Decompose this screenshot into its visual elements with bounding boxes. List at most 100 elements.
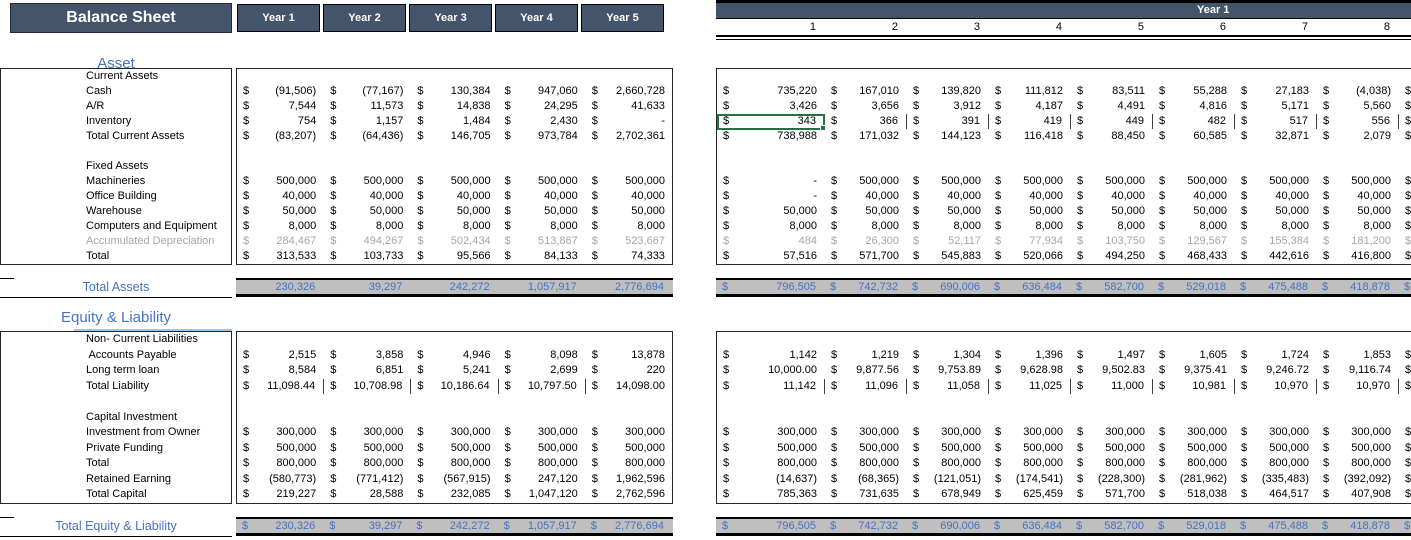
cell[interactable]: $50,000 (330, 205, 404, 217)
cell[interactable]: $2,762,596 (591, 488, 665, 501)
cell[interactable]: $11,142 (717, 378, 825, 395)
cell[interactable]: $103,733 (330, 250, 404, 262)
cell[interactable]: $3,912 (913, 100, 981, 112)
cell[interactable]: $3,426 (723, 100, 817, 112)
cell[interactable]: $ (1405, 175, 1411, 187)
cell[interactable]: $ (1405, 235, 1411, 247)
cell[interactable]: $284,467 (243, 235, 317, 247)
cell[interactable]: $464,517 (1241, 488, 1309, 501)
cell[interactable]: $ (68,365) (831, 472, 899, 485)
cell[interactable]: $220 (591, 364, 665, 377)
cell[interactable]: $300,000 (330, 426, 404, 439)
total-cell[interactable]: $636,484 (994, 281, 1062, 293)
cell[interactable]: $40,000 (330, 190, 404, 202)
cell[interactable]: $517 (1235, 114, 1317, 129)
cell[interactable]: $ - (591, 115, 665, 127)
cell[interactable]: $9,375.41 (1159, 364, 1227, 377)
cell[interactable]: $28,588 (330, 488, 404, 501)
cell[interactable]: $523,667 (591, 235, 665, 247)
cell[interactable]: $26,300 (831, 235, 899, 247)
cell[interactable]: $130,384 (417, 85, 491, 97)
cell[interactable]: $10,000.00 (723, 364, 817, 377)
cell[interactable]: $8,000 (1159, 220, 1227, 232)
cell[interactable]: $ (1405, 130, 1411, 142)
cell[interactable]: $ (14,637) (723, 472, 817, 485)
cell[interactable]: $800,000 (1241, 457, 1309, 470)
row-label[interactable]: Total Current Assets (86, 130, 185, 142)
cell[interactable]: $5,241 (417, 364, 491, 377)
cell[interactable]: $77,934 (995, 235, 1063, 247)
cell[interactable]: $500,000 (1077, 441, 1145, 454)
total-cell[interactable]: $2,776,694 (590, 520, 664, 532)
row-label[interactable]: Computers and Equipment (86, 220, 217, 232)
year-header[interactable]: Year 5 (581, 4, 664, 32)
cell[interactable]: $2,079 (1323, 130, 1391, 142)
cell[interactable]: $800,000 (1077, 457, 1145, 470)
cell[interactable]: $ (1405, 205, 1411, 217)
cell[interactable]: $5,560 (1323, 100, 1391, 112)
cell[interactable]: $500,000 (243, 441, 317, 454)
cell[interactable]: $171,032 (831, 130, 899, 142)
cell[interactable]: $678,949 (913, 488, 981, 501)
cell[interactable]: $55,288 (1159, 85, 1227, 97)
cell[interactable]: $500,000 (1159, 175, 1227, 187)
cell[interactable]: $1,724 (1241, 348, 1309, 361)
cell[interactable]: $1,219 (831, 348, 899, 361)
cell[interactable]: $500,000 (995, 175, 1063, 187)
cell[interactable]: $103,750 (1077, 235, 1145, 247)
cell[interactable]: $800,000 (995, 457, 1063, 470)
cell[interactable]: $520,066 (995, 250, 1063, 262)
row-label[interactable]: Total (86, 457, 110, 470)
cell[interactable]: $1,047,120 (504, 488, 578, 501)
cell[interactable]: $8,000 (1241, 220, 1309, 232)
cell[interactable]: $9,502.83 (1077, 364, 1145, 377)
cell[interactable]: $167,010 (831, 85, 899, 97)
cell[interactable]: $731,635 (831, 488, 899, 501)
cell[interactable]: $785,363 (723, 488, 817, 501)
month-header[interactable]: 3 (973, 21, 980, 33)
cell[interactable]: $88,450 (1077, 130, 1145, 142)
cell[interactable]: $50,000 (591, 205, 665, 217)
cell[interactable]: $ (1405, 100, 1411, 112)
year-header[interactable]: Year 1 (237, 4, 320, 32)
month-header[interactable]: 2 (891, 21, 898, 33)
cell[interactable]: $500,000 (1241, 441, 1309, 454)
cell[interactable]: $1,484 (417, 115, 491, 127)
cell[interactable]: $545,883 (913, 250, 981, 262)
cell[interactable]: $1,497 (1077, 348, 1145, 361)
cell[interactable]: $500,000 (504, 441, 578, 454)
cell[interactable]: $8,584 (243, 364, 317, 377)
cell[interactable]: $50,000 (1241, 205, 1309, 217)
cell[interactable]: $735,220 (723, 85, 817, 97)
cell[interactable]: $ (1405, 115, 1411, 127)
cell[interactable]: $52,117 (913, 235, 981, 247)
cell[interactable]: $300,000 (417, 426, 491, 439)
cell[interactable]: $500,000 (913, 175, 981, 187)
cell[interactable]: $502,434 (417, 235, 491, 247)
cell[interactable]: $500,000 (330, 175, 404, 187)
cell[interactable]: $ (392,092) (1323, 472, 1391, 485)
cell[interactable]: $973,784 (504, 130, 578, 142)
total-cell[interactable]: 39,297 (368, 281, 403, 293)
cell[interactable]: $500,000 (417, 175, 491, 187)
cell[interactable]: $500,000 (1241, 175, 1309, 187)
total-cell[interactable]: $742,732 (830, 520, 898, 532)
cell[interactable]: $50,000 (723, 205, 817, 217)
cell[interactable]: $50,000 (1323, 205, 1391, 217)
total-cell[interactable]: $418,878 (1322, 520, 1390, 532)
cell[interactable]: $556 (1317, 114, 1399, 129)
cell[interactable]: $40,000 (243, 190, 317, 202)
cell[interactable]: $40,000 (1077, 190, 1145, 202)
row-label[interactable]: Investment from Owner (86, 426, 201, 439)
cell[interactable]: $111,812 (995, 85, 1063, 97)
cell[interactable]: $1,157 (330, 115, 404, 127)
cell[interactable]: $9,628.98 (995, 364, 1063, 377)
cell[interactable]: $8,000 (913, 220, 981, 232)
cell[interactable]: $8,000 (417, 220, 491, 232)
cell[interactable]: $300,000 (831, 426, 899, 439)
cell[interactable]: $32,871 (1241, 130, 1309, 142)
month-header[interactable]: 7 (1301, 21, 1308, 33)
cell[interactable]: $4,946 (417, 348, 491, 361)
cell[interactable]: $1,396 (995, 348, 1063, 361)
cell[interactable]: $14,098.00 (591, 379, 665, 392)
